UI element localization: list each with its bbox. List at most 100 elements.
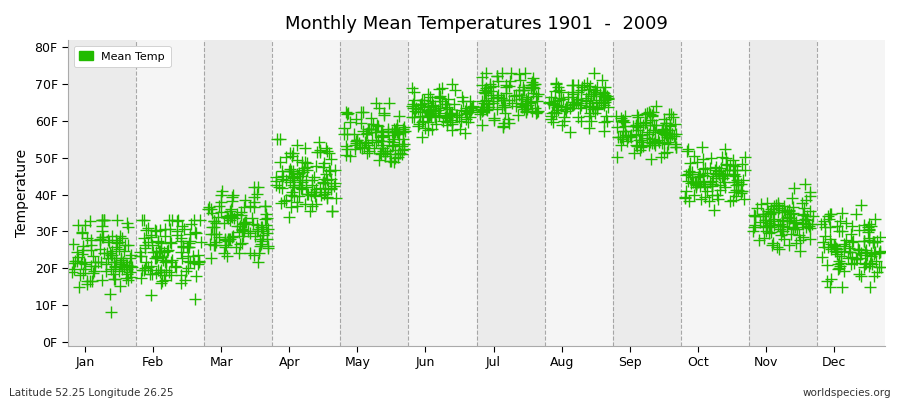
Point <box>69 248 84 255</box>
Point <box>189 230 203 236</box>
Point <box>132 249 147 256</box>
Point <box>405 85 419 92</box>
Point <box>254 241 268 248</box>
Point <box>547 102 562 109</box>
Point <box>391 151 405 157</box>
Point <box>337 131 351 137</box>
Point <box>93 245 107 252</box>
Point <box>639 128 653 135</box>
Point <box>253 243 267 250</box>
Point <box>104 309 118 315</box>
Point <box>255 238 269 244</box>
Point <box>626 123 640 129</box>
Point <box>428 107 442 113</box>
Point <box>220 213 234 219</box>
Point <box>113 260 128 267</box>
Point <box>481 104 495 110</box>
Point <box>159 267 174 274</box>
Point <box>392 130 406 137</box>
Point <box>293 185 308 192</box>
Point <box>290 202 304 209</box>
Point <box>640 110 654 116</box>
Point <box>297 159 311 166</box>
Point <box>447 101 462 108</box>
Point <box>341 110 356 116</box>
Point <box>319 171 333 177</box>
Point <box>184 221 198 227</box>
Point <box>590 106 604 112</box>
Point <box>842 245 857 251</box>
Point <box>524 82 538 88</box>
Point <box>823 236 837 242</box>
Point <box>817 243 832 250</box>
Point <box>260 236 274 242</box>
Point <box>309 186 323 192</box>
Point <box>630 122 644 128</box>
Point <box>783 215 797 221</box>
Point <box>601 96 616 102</box>
Point <box>120 220 134 226</box>
Point <box>463 98 477 104</box>
Point <box>629 123 643 129</box>
Point <box>203 206 218 212</box>
Point <box>526 89 541 96</box>
Point <box>317 191 331 198</box>
Point <box>154 280 168 286</box>
Point <box>854 250 868 256</box>
Point <box>301 191 315 197</box>
Point <box>512 87 526 93</box>
Point <box>779 215 794 222</box>
Point <box>834 228 849 235</box>
Point <box>450 112 464 118</box>
Point <box>448 87 463 93</box>
Point <box>220 215 235 222</box>
Point <box>757 234 771 241</box>
Point <box>505 100 519 106</box>
Point <box>112 239 127 245</box>
Point <box>139 258 153 265</box>
Point <box>320 186 335 192</box>
Point <box>247 204 261 210</box>
Point <box>857 221 871 228</box>
Point <box>803 189 817 196</box>
Point <box>137 217 151 224</box>
Point <box>818 232 832 239</box>
Point <box>299 183 313 190</box>
Point <box>799 216 814 223</box>
Point <box>864 253 878 259</box>
Point <box>378 150 392 156</box>
Point <box>395 147 410 153</box>
Point <box>509 103 524 109</box>
Point <box>388 155 402 162</box>
Point <box>235 239 249 246</box>
Point <box>123 254 138 261</box>
Point <box>116 247 130 254</box>
Point <box>501 97 516 103</box>
Point <box>135 217 149 224</box>
Point <box>858 248 872 255</box>
Point <box>660 134 674 140</box>
Point <box>680 177 695 184</box>
Point <box>222 208 237 214</box>
Point <box>435 85 449 91</box>
Point <box>634 120 648 126</box>
Point <box>598 84 612 90</box>
Point <box>324 156 338 162</box>
Point <box>283 214 297 220</box>
Point <box>786 225 800 232</box>
Point <box>387 126 401 132</box>
Point <box>204 230 219 237</box>
Point <box>496 124 510 130</box>
Point <box>860 252 874 259</box>
Point <box>590 89 604 95</box>
Point <box>233 222 248 229</box>
Bar <box>613 40 680 346</box>
Point <box>242 250 256 256</box>
Point <box>610 154 625 160</box>
Point <box>432 110 446 116</box>
Point <box>206 218 220 225</box>
Point <box>573 118 588 124</box>
Point <box>207 218 221 225</box>
Point <box>423 104 437 110</box>
Point <box>71 254 86 260</box>
